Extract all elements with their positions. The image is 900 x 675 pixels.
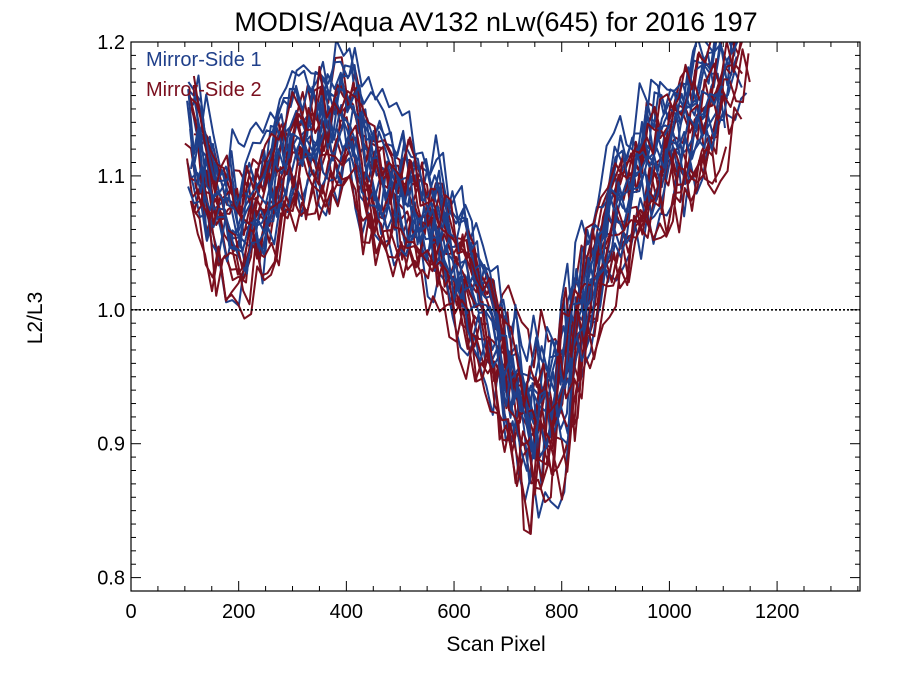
x-tick-labels: 0 200 400 600 800 1000 1200 [125,601,799,623]
plot-frame [130,41,861,592]
mirror-side-1-trace [189,72,726,447]
mirror-side-1-trace [187,85,723,460]
x-tick-label: 1200 [755,601,800,623]
y-tick-label: 1.0 [97,300,125,322]
x-tick-label: 1000 [647,601,692,623]
mirror-side-1-trace [187,44,721,406]
x-tick-label: 200 [222,601,255,623]
legend-mirror-side-2: Mirror-Side 2 [146,79,262,101]
x-tick-label: 600 [437,601,470,623]
y-tick-label: 1.2 [97,32,125,54]
y-axis-label: L2/L3 [24,292,47,345]
x-axis-label: Scan Pixel [446,633,545,656]
legend-mirror-side-1: Mirror-Side 1 [146,49,262,71]
x-tick-label: 0 [125,601,136,623]
y-tick-label: 0.9 [97,434,125,456]
x-tick-label: 800 [545,601,578,623]
y-tick-label: 1.1 [97,166,125,188]
mirror-side-2-trace [188,63,743,447]
mirror-side-2-trace [194,146,728,501]
chart-title: MODIS/Aqua AV132 nLw(645) for 2016 197 [234,7,757,37]
x-tick-label: 400 [330,601,363,623]
series-lines [184,42,751,535]
y-tick-label: 0.8 [97,568,125,590]
mirror-side-2-trace [192,42,712,414]
y-tick-labels: 0.8 0.9 1.0 1.1 1.2 [97,32,125,590]
